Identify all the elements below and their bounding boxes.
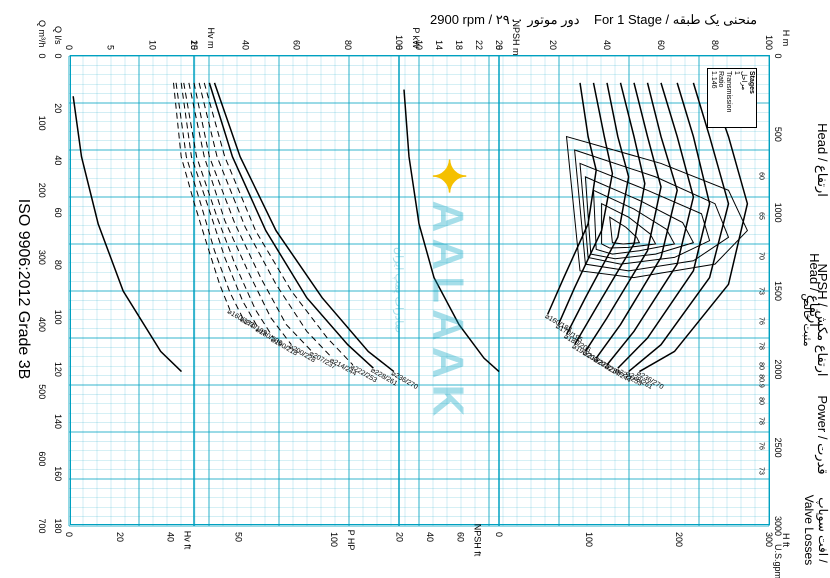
svg-text:0: 0 — [53, 53, 63, 58]
svg-text:0: 0 — [37, 53, 47, 58]
svg-text:14: 14 — [434, 40, 444, 50]
svg-text:10: 10 — [147, 40, 157, 50]
svg-text:20: 20 — [53, 103, 63, 113]
svg-text:60: 60 — [455, 532, 465, 542]
svg-text:2000: 2000 — [773, 359, 783, 379]
svg-text:78: 78 — [758, 342, 765, 350]
svg-text:22: 22 — [474, 40, 484, 50]
npsh-title-t: NPSH / ارتفاع مکش — [814, 260, 830, 380]
svg-text:0: 0 — [64, 45, 74, 50]
watermark-sub: صادرات پمپ ایران — [393, 247, 406, 333]
svg-text:100: 100 — [53, 310, 63, 325]
svg-text:80: 80 — [758, 362, 765, 370]
svg-text:100: 100 — [329, 532, 339, 547]
svg-text:20: 20 — [115, 532, 125, 542]
svg-text:Q l/s: Q l/s — [53, 26, 63, 45]
svg-text:Hv ft: Hv ft — [183, 531, 193, 550]
npsh-title-fa: مثبت خالص — [801, 260, 814, 380]
svg-text:200: 200 — [37, 183, 47, 198]
valve-title-t: افت سوپاپ / Valve Losses — [802, 490, 830, 570]
svg-text:1000: 1000 — [773, 203, 783, 223]
svg-text:40: 40 — [240, 40, 250, 50]
svg-text:700: 700 — [37, 518, 47, 533]
svg-text:500: 500 — [37, 384, 47, 399]
svg-text:0: 0 — [64, 532, 74, 537]
power-title-t: Power / قدرت — [814, 375, 830, 495]
svg-text:180: 180 — [53, 518, 63, 533]
side-note: 2900 rpm / دور موتور ۲۹۰۰ For 1 Stage / … — [430, 12, 757, 28]
svg-text:20: 20 — [394, 532, 404, 542]
svg-text:500: 500 — [773, 127, 783, 142]
svg-text:40: 40 — [602, 40, 612, 50]
svg-text:50: 50 — [233, 532, 243, 542]
svg-text:20: 20 — [548, 40, 558, 50]
svg-text:100: 100 — [37, 116, 47, 131]
svg-text:40: 40 — [425, 532, 435, 542]
svg-text:P HP: P HP — [346, 530, 356, 551]
svg-text:70: 70 — [758, 252, 765, 260]
svg-text:78: 78 — [758, 417, 765, 425]
svg-text:H m: H m — [781, 30, 791, 47]
svg-text:400: 400 — [37, 317, 47, 332]
svg-text:U.S.gpm: U.S.gpm — [773, 544, 783, 578]
svg-text:5: 5 — [106, 45, 116, 50]
svg-text:26: 26 — [494, 40, 504, 50]
svg-text:100: 100 — [764, 35, 774, 50]
svg-text:80: 80 — [343, 40, 353, 50]
svg-text:76: 76 — [758, 317, 765, 325]
svg-text:0: 0 — [494, 532, 504, 537]
svg-text:80.9: 80.9 — [758, 374, 765, 388]
svg-text:60: 60 — [656, 40, 666, 50]
svg-text:⌀160/183: ⌀160/183 — [226, 308, 255, 329]
svg-text:40: 40 — [53, 155, 63, 165]
svg-text:P kW: P kW — [411, 27, 421, 49]
svg-text:76: 76 — [758, 442, 765, 450]
svg-text:15: 15 — [189, 40, 199, 50]
svg-text:100: 100 — [584, 532, 594, 547]
svg-text:100: 100 — [394, 35, 404, 50]
svg-text:140: 140 — [53, 414, 63, 429]
svg-text:80: 80 — [53, 260, 63, 270]
svg-text:0: 0 — [773, 53, 783, 58]
legend: Stagesمراحل1TransmissionRatio1.146 — [707, 68, 757, 128]
svg-text:NPSH ft: NPSH ft — [472, 524, 482, 557]
svg-text:73: 73 — [758, 467, 765, 475]
svg-text:60: 60 — [292, 40, 302, 50]
svg-text:60: 60 — [758, 172, 765, 180]
svg-text:Q m³/h: Q m³/h — [37, 20, 47, 48]
svg-text:Hv m: Hv m — [206, 28, 216, 49]
svg-text:80: 80 — [710, 40, 720, 50]
svg-text:80: 80 — [758, 397, 765, 405]
svg-text:600: 600 — [37, 451, 47, 466]
svg-text:60: 60 — [53, 208, 63, 218]
svg-text:73: 73 — [758, 287, 765, 295]
svg-text:3000: 3000 — [773, 516, 783, 536]
svg-text:2500: 2500 — [773, 438, 783, 458]
svg-text:160: 160 — [53, 466, 63, 481]
svg-text:40: 40 — [166, 532, 176, 542]
svg-text:1500: 1500 — [773, 281, 783, 301]
footer: ISO 9906:2012 Grade 3B — [14, 0, 32, 578]
svg-text:18: 18 — [454, 40, 464, 50]
chart-area: 020406080100H m61014182226NPSH m20406080… — [70, 55, 770, 525]
svg-text:300: 300 — [37, 250, 47, 265]
svg-text:65: 65 — [758, 212, 765, 220]
svg-text:120: 120 — [53, 362, 63, 377]
head-title-t: Head / ارتفاع — [814, 60, 830, 260]
svg-text:200: 200 — [674, 532, 684, 547]
